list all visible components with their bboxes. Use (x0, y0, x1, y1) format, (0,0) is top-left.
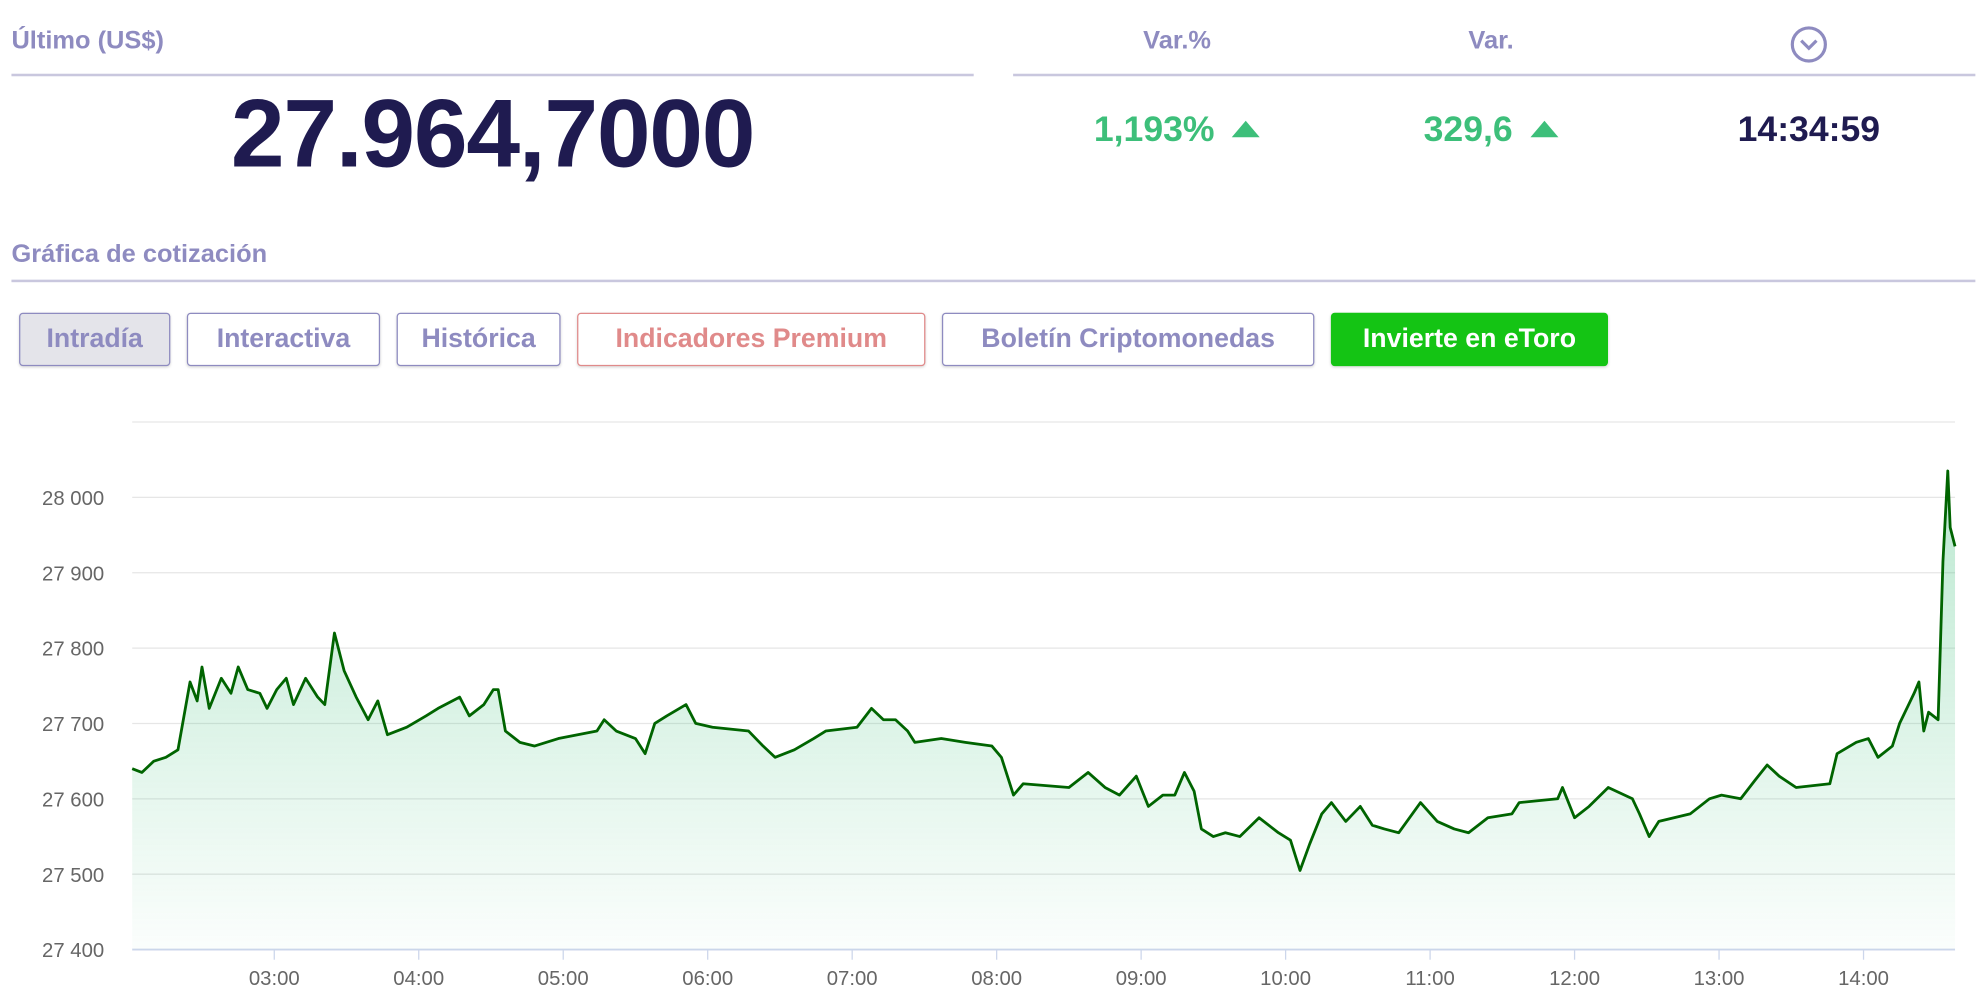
x-tick-label: 12:00 (1549, 968, 1600, 990)
x-tick-label: 08:00 (971, 968, 1022, 990)
x-tick-label: 05:00 (538, 968, 589, 990)
tab-interactiva[interactable]: Interactiva (186, 312, 381, 367)
var-cell: 329,6 (1351, 109, 1631, 150)
y-tick-label: 27 400 (42, 940, 104, 962)
tab-historica[interactable]: Histórica (396, 312, 561, 367)
invest-etoro-button[interactable]: Invierte en eToro (1330, 312, 1609, 367)
tab-boletin-criptomonedas[interactable]: Boletín Criptomonedas (941, 312, 1315, 367)
y-tick-label: 28 000 (42, 488, 104, 510)
x-tick-label: 10:00 (1260, 968, 1311, 990)
tab-indicadores-premium[interactable]: Indicadores Premium (577, 312, 926, 367)
time-value: 14:34:59 (1737, 109, 1881, 149)
last-price-value: 27.964,7000 (230, 80, 756, 189)
arrow-up-icon (1232, 120, 1261, 138)
var-value: 329,6 (1423, 109, 1513, 149)
y-tick-label: 27 800 (42, 639, 104, 661)
tab-intradia[interactable]: Intradía (19, 312, 171, 367)
divider (11, 279, 1976, 283)
divider (11, 73, 974, 77)
clock-chevron-icon[interactable] (1669, 25, 1949, 69)
arrow-up-icon (1530, 120, 1559, 138)
x-tick-label: 09:00 (1116, 968, 1167, 990)
y-tick-label: 27 600 (42, 789, 104, 811)
var-pct-label: Var.% (1143, 26, 1212, 55)
price-line (131, 469, 1957, 872)
var-pct-value: 1,193% (1093, 109, 1215, 149)
x-tick-label: 11:00 (1405, 968, 1454, 990)
x-tick-label: 07:00 (827, 968, 878, 990)
var-pct-cell: 1,193% (1037, 109, 1317, 150)
x-tick-label: 06:00 (682, 968, 733, 990)
price-area (132, 470, 1956, 950)
divider (1013, 73, 1976, 77)
var-label: Var. (1468, 26, 1514, 55)
x-tick-label: 03:00 (249, 968, 300, 990)
section-title: Gráfica de cotización (11, 240, 268, 269)
y-tick-label: 27 700 (42, 714, 104, 736)
y-tick-label: 27 500 (42, 865, 104, 887)
y-tick-label: 27 900 (42, 563, 104, 585)
x-tick-label: 04:00 (393, 968, 444, 990)
x-tick-label: 14:00 (1838, 968, 1889, 990)
last-price-label: Último (US$) (11, 26, 164, 55)
x-tick-label: 13:00 (1694, 968, 1745, 990)
